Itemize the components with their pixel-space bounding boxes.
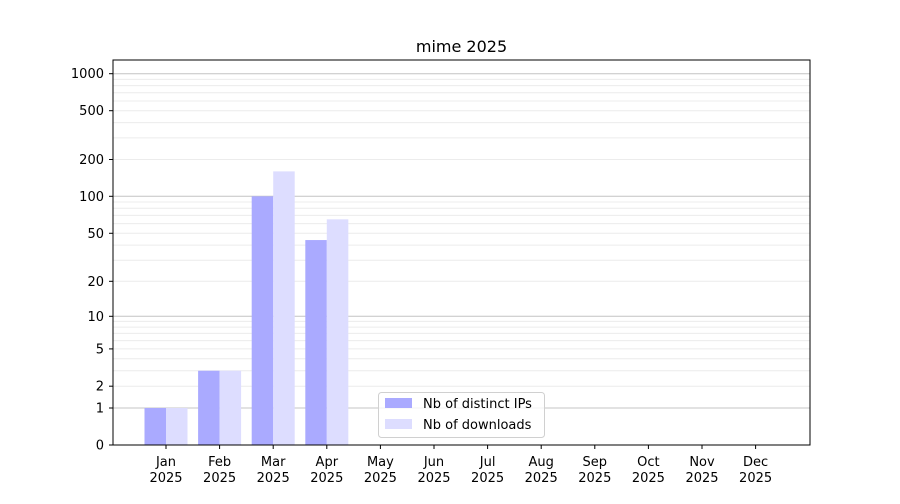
x-tick-label: Nov 2025: [685, 455, 718, 486]
plot-frame: [112, 59, 811, 446]
bar-distinct-ips: [144, 408, 166, 445]
legend-swatch: [385, 419, 412, 429]
x-tick-label: Feb 2025: [203, 455, 236, 486]
x-tick-label: May 2025: [364, 455, 397, 486]
x-tick-label: Jul 2025: [471, 455, 504, 486]
y-tick-label: 500: [79, 104, 104, 119]
y-tick-label: 0: [96, 439, 104, 454]
x-tick-label: Aug 2025: [525, 455, 558, 486]
legend-box: [378, 392, 545, 438]
y-tick-label: 10: [87, 310, 104, 325]
x-tick-label: Oct 2025: [632, 455, 665, 486]
y-tick-label: 1000: [71, 67, 104, 82]
y-tick-label: 100: [79, 190, 104, 205]
bar-downloads: [326, 219, 349, 445]
y-tick-label: 50: [87, 227, 104, 242]
legend: Nb of distinct IPs Nb of downloads: [378, 392, 545, 438]
chart-title: mime 2025: [416, 37, 507, 56]
y-tick-label: 2: [96, 380, 104, 395]
x-tick-label: Jan 2025: [149, 455, 182, 486]
bar-downloads: [219, 370, 242, 445]
x-tick-label: Apr 2025: [310, 455, 343, 486]
x-tick-label: Dec 2025: [739, 455, 772, 486]
legend-label: Nb of downloads: [423, 418, 532, 433]
legend-label: Nb of distinct IPs: [423, 397, 532, 412]
bar-downloads: [273, 171, 295, 445]
legend-swatch: [385, 398, 412, 408]
bar-distinct-ips: [305, 240, 327, 445]
y-tick-label: 200: [79, 153, 104, 168]
bar-distinct-ips: [198, 370, 220, 445]
x-tick-label: Jun 2025: [417, 455, 450, 486]
y-tick-label: 1: [96, 402, 104, 417]
y-tick-label: 5: [96, 342, 104, 357]
x-tick-label: Sep 2025: [578, 455, 611, 486]
bar-downloads: [166, 408, 188, 445]
x-tick-label: Mar 2025: [257, 455, 290, 486]
y-tick-label: 20: [87, 275, 104, 290]
bar-distinct-ips: [251, 196, 274, 445]
